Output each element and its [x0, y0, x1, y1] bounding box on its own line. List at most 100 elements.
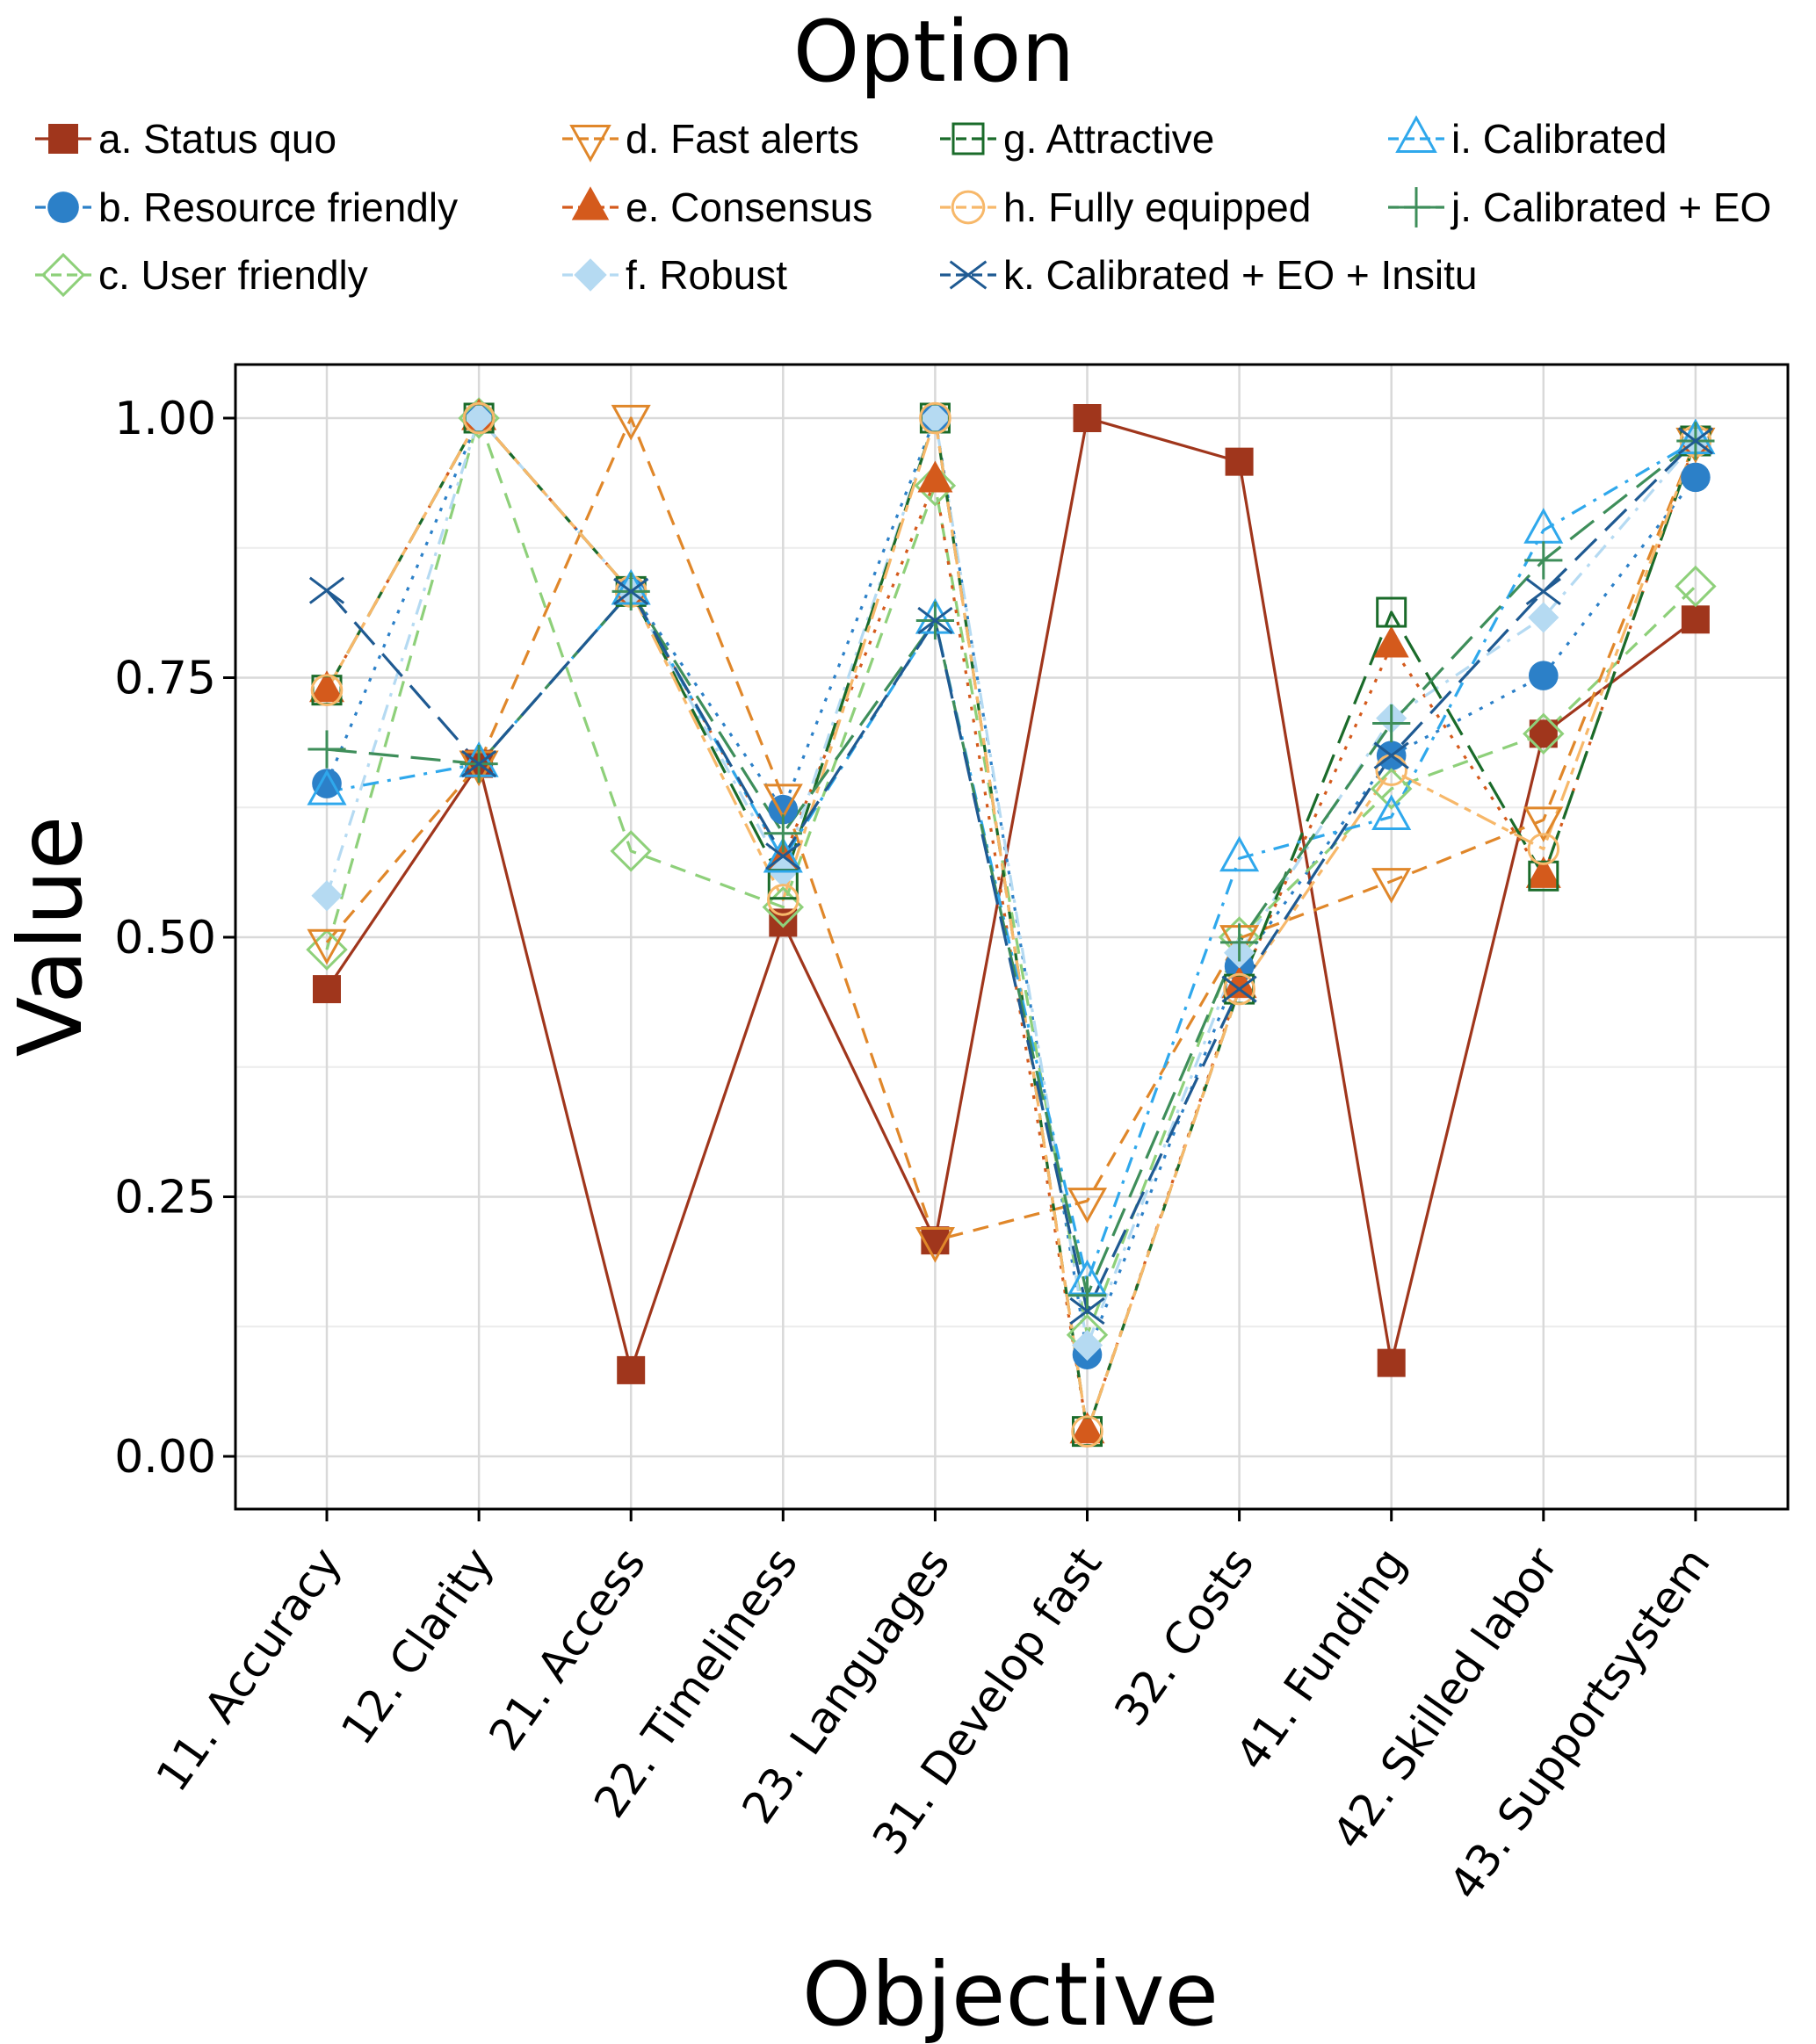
legend-item-i: i. Calibrated — [1388, 115, 1667, 162]
data-point-e — [1221, 966, 1257, 999]
data-point-d — [763, 784, 803, 820]
y-tick-label: 0.00 — [114, 1431, 216, 1484]
legend-label: c. User friendly — [98, 252, 368, 298]
cross-b — [1677, 427, 1713, 455]
legend-label: k. Calibrated + EO + Insitu — [1003, 252, 1478, 298]
y-tick-label: 0.25 — [114, 1172, 216, 1224]
legend-marker-key — [1395, 115, 1437, 153]
data-point-h — [919, 401, 951, 435]
data-point-f — [311, 880, 343, 912]
data-point-h — [767, 884, 799, 916]
y-tick-label: 1.00 — [114, 393, 216, 445]
data-point-g — [1528, 860, 1559, 892]
data-point-e — [917, 460, 953, 493]
x-axis-title: Objective — [802, 1943, 1219, 2044]
series-line-a — [325, 416, 1697, 1372]
data-point-h — [1527, 833, 1560, 865]
y-tick-label: 0.75 — [114, 653, 216, 705]
series-markers-a — [313, 404, 1710, 1384]
y-tick-label: 0.50 — [114, 912, 216, 964]
cross-b — [765, 842, 801, 870]
legend-label: g. Attractive — [1003, 116, 1214, 162]
legend-label: i. Calibrated — [1451, 116, 1667, 162]
series-line-h — [325, 416, 1697, 1434]
legend-marker-key — [1396, 187, 1436, 228]
legend-item-d: d. Fast alerts — [562, 116, 859, 163]
data-point-j — [1220, 923, 1259, 962]
data-point-k — [1373, 741, 1409, 769]
legend-title: Option — [793, 3, 1074, 101]
data-point-h — [310, 674, 344, 706]
data-point-i — [307, 769, 347, 805]
data-point-e — [309, 670, 344, 703]
data-point-k — [1525, 577, 1561, 605]
legend-item-f: f. Robust — [562, 252, 787, 298]
cross-b — [461, 750, 497, 778]
legend-marker-key — [47, 191, 79, 223]
data-point-e — [1525, 856, 1561, 888]
data-point-j — [763, 814, 802, 853]
data-point-c — [1523, 712, 1565, 755]
data-point-f — [463, 402, 495, 434]
data-point-k — [613, 577, 649, 605]
legend-marker-key — [951, 190, 986, 225]
data-point-i — [1219, 835, 1260, 872]
data-point-a — [1377, 1348, 1406, 1377]
data-point-b — [1681, 462, 1711, 493]
data-point-a — [617, 1355, 646, 1384]
data-point-d — [307, 928, 347, 965]
data-point-a — [1681, 605, 1710, 634]
data-point-h — [462, 401, 496, 435]
data-point-g — [1376, 596, 1407, 628]
cross-b — [1373, 741, 1409, 769]
data-point-j — [1524, 541, 1563, 580]
legend-marker-key — [48, 124, 78, 154]
x-tick-label: 43. Supportsystem — [1439, 1539, 1719, 1909]
data-point-c — [914, 465, 957, 507]
data-point-b — [1529, 661, 1559, 690]
data-point-c — [1370, 768, 1413, 810]
data-point-k — [917, 606, 953, 635]
legend-marker-key — [569, 125, 611, 163]
x-tick-label: 32. Costs — [1104, 1539, 1263, 1736]
data-point-i — [763, 836, 803, 873]
data-point-a — [769, 908, 798, 937]
data-point-a — [921, 1226, 950, 1255]
legend-item-g: g. Attractive — [940, 116, 1214, 162]
series-markers — [306, 397, 1717, 1448]
y-axis-title: Value — [0, 816, 102, 1058]
legend-label: e. Consensus — [626, 184, 872, 230]
data-point-d — [1067, 1188, 1108, 1224]
plot-panel — [234, 363, 1790, 1511]
data-point-k — [1069, 1296, 1105, 1325]
cross-b — [1525, 577, 1561, 605]
series-line-k — [325, 439, 1697, 1313]
legend-label: f. Robust — [626, 252, 787, 298]
legend-item-h: h. Fully equipped — [940, 184, 1311, 230]
data-point-a — [1073, 404, 1102, 432]
series-markers-k — [308, 427, 1713, 1325]
legend-item-a: a. Status quo — [35, 116, 336, 162]
data-point-k — [1221, 975, 1257, 1003]
y-axis: 0.00 0.25 0.50 0.75 1.00 — [114, 393, 235, 1484]
cross-b — [1069, 1296, 1105, 1325]
legend-marker-key — [40, 252, 86, 298]
x-tick-label: 12. Clarity — [331, 1539, 503, 1754]
legend: a. Status quo b. Resource friendly c. User… — [35, 115, 1771, 298]
cross-b — [917, 606, 953, 635]
legend-marker-key — [951, 122, 985, 155]
legend-item-k: k. Calibrated + EO + Insitu — [940, 252, 1478, 298]
data-point-h — [1071, 1415, 1103, 1448]
legend-item-c: c. User friendly — [35, 252, 368, 298]
data-point-k — [461, 750, 497, 778]
data-point-c — [610, 830, 652, 872]
data-point-j — [1067, 1276, 1107, 1315]
data-point-i — [1371, 794, 1412, 830]
series-line-d — [325, 416, 1697, 1242]
grid-lines — [235, 365, 1788, 1509]
data-point-j — [307, 730, 346, 769]
data-point-f — [1071, 1329, 1103, 1361]
data-point-d — [915, 1227, 955, 1263]
